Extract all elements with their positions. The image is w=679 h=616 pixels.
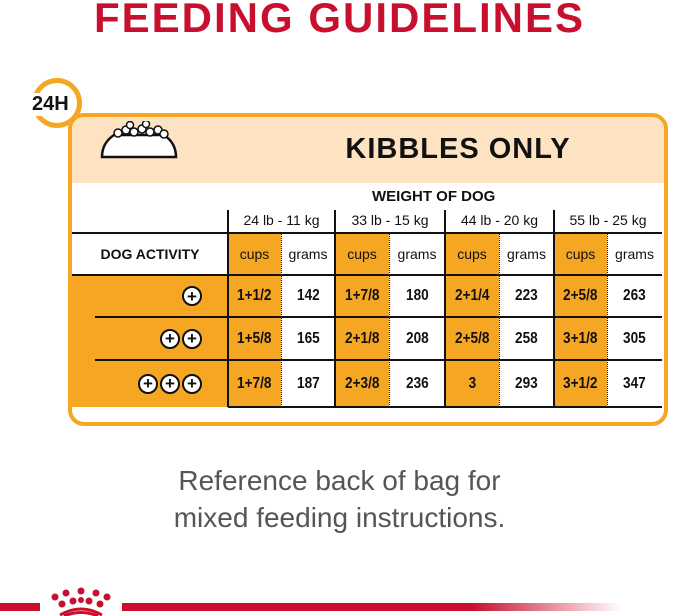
activity-level: + + (72, 317, 228, 360)
cups-grams-divider (607, 233, 608, 407)
cups-value: 3+1/2 (554, 360, 607, 407)
cups-value-text: 1+7/8 (237, 374, 272, 392)
column-line (227, 210, 229, 407)
plus-circle-icon: + (138, 373, 158, 394)
grams-value-text: 208 (405, 329, 429, 347)
cups-value-text: 1+1/2 (237, 287, 272, 304)
grams-value: 236 (389, 360, 445, 407)
cups-value: 1+7/8 (335, 275, 389, 317)
cups-value: 2+5/8 (445, 317, 499, 360)
cups-value-text: 3+1/2 (563, 374, 598, 392)
grams-value: 187 (281, 360, 335, 407)
cups-value: 2+1/8 (335, 317, 389, 360)
grams-value: 347 (607, 360, 662, 407)
cups-header: cups (565, 246, 596, 262)
weight-range-header: 44 lb - 20 kg (460, 212, 539, 228)
cups-value: 1+5/8 (228, 317, 281, 360)
cups-value-text: 3 (468, 374, 476, 392)
grams-value-text: 347 (623, 374, 646, 392)
section-title: KIBBLES ONLY (345, 133, 571, 165)
cups-value-text: 2+5/8 (563, 287, 598, 304)
plus-circle-icon: + (160, 373, 180, 394)
cups-value: 3 (445, 360, 499, 407)
plus-circle-icon: + (182, 286, 202, 306)
note-line: mixed feeding instructions. (173, 502, 506, 533)
cups-grams-divider (499, 233, 500, 407)
cups-value: 1+7/8 (228, 360, 281, 407)
cups-value-text: 2+1/8 (344, 329, 380, 347)
cups-grams-divider (281, 233, 282, 407)
cups-value-text: 2+1/4 (454, 287, 490, 304)
grams-value-text: 263 (623, 287, 646, 304)
cups-grams-divider (389, 233, 390, 407)
cups-column-fill (335, 233, 389, 407)
cups-value: 2+1/4 (445, 275, 499, 317)
grams-value-text: 187 (296, 374, 320, 392)
clock-icon: 24H (31, 78, 82, 128)
column-line (334, 210, 336, 407)
activity-level: + + + (72, 360, 228, 407)
table-line (95, 316, 662, 318)
grams-value: 293 (499, 360, 554, 407)
cups-header: cups (347, 246, 377, 262)
cups-value: 1+1/2 (228, 275, 281, 317)
grams-value-text: 165 (296, 329, 320, 347)
weight-of-dog-label: WEIGHT OF DOG (372, 188, 496, 205)
cups-value: 3+1/8 (554, 317, 607, 360)
cups-value-text: 1+5/8 (237, 329, 272, 347)
grams-value: 208 (389, 317, 445, 360)
column-line (553, 210, 555, 407)
cups-column-fill (554, 233, 607, 407)
cups-value-text: 2+5/8 (454, 329, 490, 347)
grams-header: grams (397, 246, 437, 262)
cups-value-text: 1+7/8 (344, 287, 380, 304)
grams-value-text: 305 (623, 329, 646, 347)
cups-value-text: 3+1/8 (563, 329, 598, 347)
table-line (228, 406, 662, 408)
grams-value: 263 (607, 275, 662, 317)
grams-value-text: 223 (515, 287, 538, 304)
grams-value-text: 142 (296, 287, 320, 304)
table-line (95, 359, 662, 361)
cups-header: cups (457, 246, 487, 262)
brand-line-left (0, 603, 40, 611)
cups-column-fill (445, 233, 499, 407)
weight-range-header: 24 lb - 11 kg (243, 212, 320, 228)
grams-value: 258 (499, 317, 554, 360)
plus-circle-icon: + (182, 373, 202, 394)
cups-value: 2+3/8 (335, 360, 389, 407)
grams-value-text: 236 (405, 374, 429, 392)
plus-circle-icon: + (182, 328, 202, 349)
table-line (72, 274, 662, 276)
grams-value-text: 258 (515, 329, 538, 347)
badge-24h: 24H (31, 93, 70, 116)
grams-value: 223 (499, 275, 554, 317)
cups-value: 2+5/8 (554, 275, 607, 317)
activity-level: + (72, 275, 228, 317)
food-bowl-icon (100, 121, 178, 159)
grams-value-text: 180 (405, 287, 429, 304)
grams-value: 142 (281, 275, 335, 317)
cups-header: cups (239, 246, 270, 262)
royal-canin-crown-logo (51, 587, 111, 616)
brand-line-right (122, 603, 622, 611)
mixed-feeding-note: Reference back of bag for mixed feeding … (0, 462, 679, 536)
grams-value: 305 (607, 317, 662, 360)
column-line (444, 210, 446, 407)
grams-value: 165 (281, 317, 335, 360)
table-line (72, 232, 662, 234)
grams-header: grams (507, 246, 546, 262)
grams-header: grams (615, 246, 654, 262)
weight-range-header: 33 lb - 15 kg (351, 212, 429, 228)
note-line: Reference back of bag for (178, 465, 501, 496)
cups-column-fill (228, 233, 281, 407)
plus-circle-icon: + (160, 328, 180, 349)
grams-header: grams (288, 246, 328, 262)
grams-value-text: 293 (515, 374, 538, 392)
weight-range-header: 55 lb - 25 kg (569, 212, 647, 228)
page-title: FEEDING GUIDELINES (93, 0, 586, 41)
cups-value-text: 2+3/8 (344, 374, 380, 392)
grams-value: 180 (389, 275, 445, 317)
dog-activity-header: DOG ACTIVITY (100, 246, 200, 262)
